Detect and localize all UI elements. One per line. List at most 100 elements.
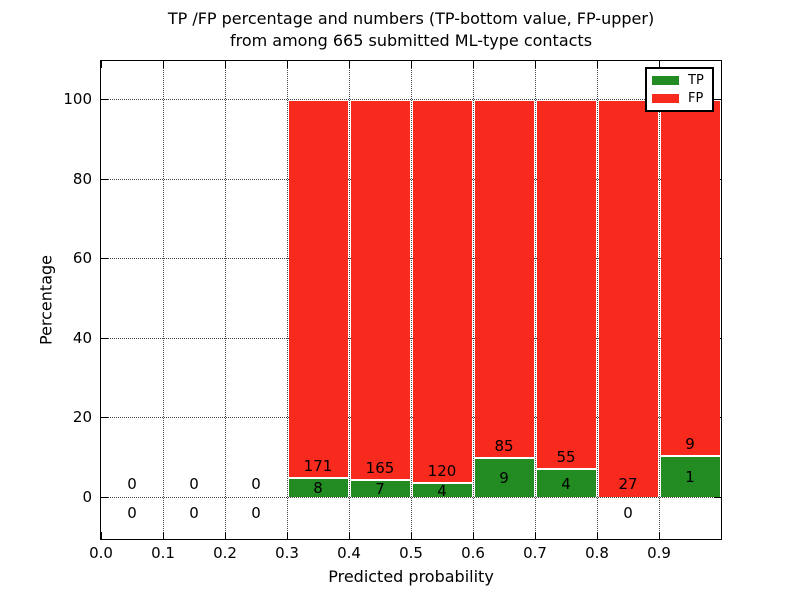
tp-color-swatch — [652, 75, 679, 85]
y-tick-label: 20 — [72, 408, 92, 427]
chart-title-line1: TP /FP percentage and numbers (TP-bottom… — [167, 9, 655, 28]
y-tick-label: 100 — [63, 90, 92, 108]
x-tick-label: 0.5 — [399, 544, 423, 562]
fp-color-swatch — [652, 94, 679, 104]
tp-count-label: 0 — [189, 504, 199, 522]
x-tick-mark — [225, 532, 226, 539]
x-tick-mark — [473, 61, 474, 68]
x-gridline — [659, 61, 660, 539]
x-axis-label: Predicted probability — [328, 567, 494, 586]
x-tick-label: 0.7 — [523, 544, 547, 562]
x-tick-mark — [659, 532, 660, 539]
x-gridline — [597, 61, 598, 539]
tp-bar-segment — [474, 458, 534, 497]
y-tick-mark — [101, 497, 108, 498]
x-tick-mark — [535, 532, 536, 539]
fp-count-label: 165 — [365, 458, 395, 477]
fp-count-label: 55 — [556, 448, 576, 466]
x-tick-label: 0.3 — [275, 544, 299, 562]
y-tick-mark — [101, 99, 108, 100]
x-tick-label: 0.2 — [213, 544, 237, 562]
x-tick-label: 0.0 — [89, 544, 113, 562]
fp-count-label: 120 — [427, 462, 457, 481]
y-tick-mark — [101, 337, 108, 339]
fp-count-label: 0 — [189, 475, 199, 493]
x-tick-mark — [659, 61, 660, 68]
x-gridline — [225, 61, 226, 539]
fp-bar-segment — [660, 101, 720, 456]
y-tick-mark — [101, 258, 108, 260]
x-tick-mark — [473, 532, 474, 539]
fp-count-label: 171 — [303, 457, 333, 476]
tp-count-label: 4 — [561, 474, 571, 493]
tp-bar-segment — [536, 470, 596, 497]
x-tick-mark — [163, 532, 164, 539]
y-tick-mark — [714, 497, 721, 498]
x-gridline — [287, 61, 288, 539]
legend-label-fp: FP — [688, 91, 704, 107]
legend-item-tp: TP — [652, 74, 707, 87]
tp-bar-segment — [412, 484, 472, 497]
x-tick-mark — [225, 61, 226, 68]
y-gridline — [101, 99, 721, 100]
x-tick-label: 0.1 — [151, 544, 175, 562]
fp-bar-segment — [288, 101, 348, 478]
fp-bar-segment — [598, 101, 658, 497]
y-tick-mark — [101, 178, 108, 180]
tp-count-label: 1 — [685, 468, 695, 487]
legend-item-fp: FP — [652, 92, 707, 105]
fp-bar-segment — [350, 101, 410, 479]
x-tick-label: 0.9 — [647, 544, 671, 562]
x-tick-mark — [597, 532, 598, 539]
x-gridline — [473, 61, 474, 539]
x-tick-mark — [349, 61, 350, 68]
fp-bar-segment — [412, 101, 472, 483]
y-tick-label: 60 — [72, 249, 92, 268]
legend-label-tp: TP — [688, 72, 704, 88]
chart-title: TP /FP percentage and numbers (TP-bottom… — [100, 8, 722, 52]
fp-count-label: 0 — [251, 475, 261, 493]
x-tick-mark — [163, 61, 164, 68]
y-gridline — [101, 337, 721, 339]
x-tick-mark — [287, 61, 288, 68]
x-tick-mark — [287, 532, 288, 539]
x-tick-mark — [535, 61, 536, 68]
fp-count-label: 0 — [127, 475, 137, 493]
x-tick-mark — [597, 61, 598, 68]
tp-count-label: 7 — [375, 479, 385, 498]
x-tick-mark — [101, 61, 102, 68]
legend: TP FP — [645, 67, 714, 112]
y-gridline — [101, 258, 721, 260]
x-tick-label: 0.4 — [337, 544, 361, 562]
x-tick-label: 0.6 — [461, 544, 485, 562]
x-tick-mark — [411, 61, 412, 68]
y-tick-label: 0 — [82, 488, 92, 506]
fp-count-label: 85 — [494, 436, 514, 455]
fp-bar-segment — [474, 101, 534, 457]
tp-count-label: 0 — [251, 504, 261, 522]
tp-bar-segment — [660, 457, 720, 497]
plot-area: 0 0 0 0 0 0 171 8 165 7 120 4 85 9 55 4 27 0 9 1 — [100, 60, 722, 540]
x-gridline — [411, 61, 412, 539]
y-tick-label: 40 — [72, 328, 92, 347]
y-gridline — [101, 178, 721, 180]
tp-count-label: 0 — [127, 504, 137, 522]
tp-count-label: 8 — [313, 479, 323, 498]
y-tick-mark — [101, 417, 108, 419]
tp-bar-segment — [288, 479, 348, 497]
y-tick-label: 80 — [72, 169, 92, 188]
x-gridline — [349, 61, 350, 539]
y-gridline — [101, 417, 721, 419]
fp-count-label: 27 — [618, 475, 638, 493]
tp-count-label: 0 — [623, 504, 633, 522]
y-gridline — [101, 497, 721, 498]
tp-bar-segment — [350, 480, 410, 497]
tp-count-label: 4 — [437, 481, 447, 500]
fp-count-label: 9 — [685, 435, 695, 454]
x-tick-mark — [101, 532, 102, 539]
tp-count-label: 9 — [499, 468, 509, 487]
fp-bar-segment — [536, 101, 596, 468]
chart-title-line2: from among 665 submitted ML-type contact… — [229, 31, 593, 50]
x-tick-label: 0.8 — [585, 544, 609, 562]
